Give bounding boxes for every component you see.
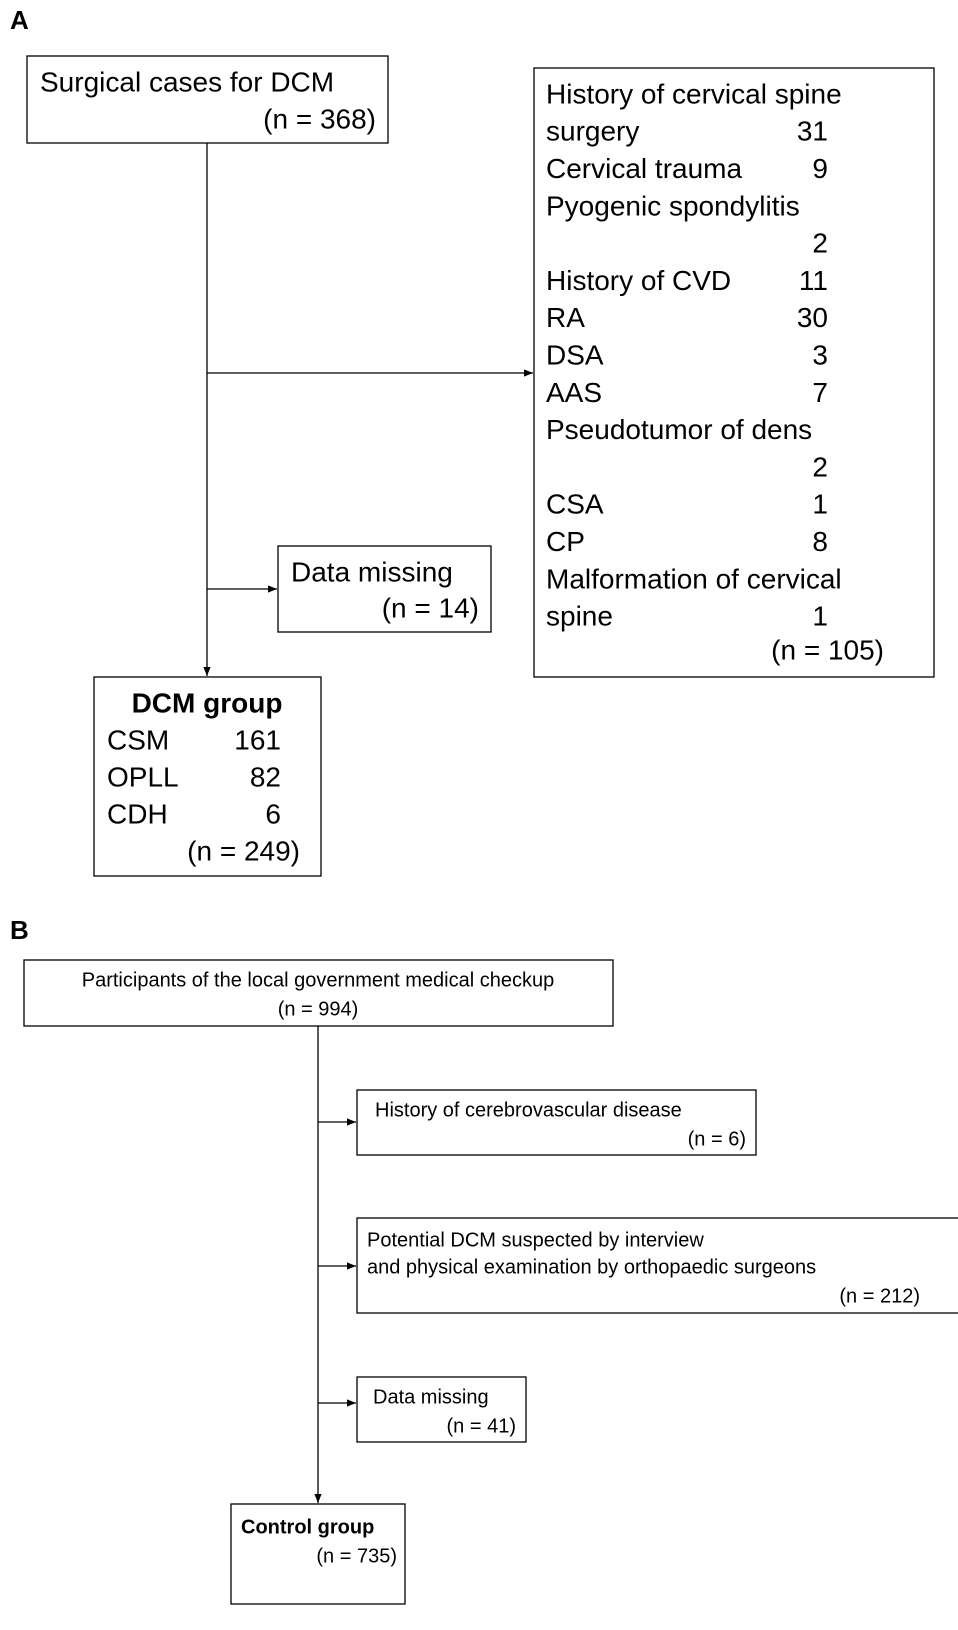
box <box>356 1376 527 1443</box>
box-count: (n = 105) <box>771 634 884 665</box>
exclusion-count: 1 <box>812 489 828 520</box>
exclusion-count: 9 <box>812 153 828 184</box>
exclusion-count: 2 <box>812 451 828 482</box>
box-count: (n = 249) <box>187 835 300 866</box>
exclusion-count: 1 <box>812 601 828 632</box>
box-title: Participants of the local government med… <box>82 969 554 991</box>
row-name: CSM <box>107 724 169 755</box>
box-line: and physical examination by orthopaedic … <box>367 1256 816 1278</box>
box <box>93 676 322 877</box>
box-count: (n = 41) <box>447 1415 516 1437</box>
group-rows: CSM 161 OPLL 82 CDH 6 <box>107 724 281 829</box>
exclusion-name: surgery <box>546 116 639 147</box>
box <box>356 1089 757 1156</box>
exclusion-name: spine <box>546 601 613 632</box>
exclusion-name: History of CVD <box>546 265 731 296</box>
box-line: Potential DCM suspected by interview <box>367 1229 704 1251</box>
row-name: CDH <box>107 798 168 829</box>
box-count: (n = 735) <box>316 1545 397 1567</box>
box <box>230 1503 406 1605</box>
exclusion-name: History of cervical spine <box>546 78 842 109</box>
box-title: DCM group <box>132 687 283 718</box>
exclusion-count: 7 <box>812 377 828 408</box>
box-count: (n = 14) <box>382 592 479 623</box>
exclusion-name: DSA <box>546 339 604 370</box>
box-count: (n = 994) <box>278 998 359 1020</box>
panel-label: B <box>10 915 29 945</box>
panel-label: A <box>10 5 29 35</box>
box-title: Control group <box>241 1516 374 1538</box>
box-count: (n = 368) <box>263 103 376 134</box>
exclusion-name: Malformation of cervical <box>546 563 842 594</box>
box-count: (n = 6) <box>688 1128 746 1150</box>
row-name: OPLL <box>107 761 179 792</box>
exclusion-name: Pyogenic spondylitis <box>546 190 800 221</box>
row-count: 161 <box>234 724 281 755</box>
exclusion-count: 30 <box>797 302 828 333</box>
row-count: 6 <box>265 798 281 829</box>
row-count: 82 <box>250 761 281 792</box>
box <box>277 545 492 633</box>
box-count: (n = 212) <box>839 1285 920 1307</box>
exclusion-name: Cervical trauma <box>546 153 742 184</box>
exclusion-count: 3 <box>812 339 828 370</box>
exclusion-count: 2 <box>812 228 828 259</box>
exclusion-count: 11 <box>799 265 828 296</box>
box <box>23 959 614 1027</box>
box <box>356 1217 958 1314</box>
box-title: Data missing <box>291 556 453 587</box>
exclusion-count: 31 <box>797 116 828 147</box>
exclusion-name: CSA <box>546 489 604 520</box>
box-title: Data missing <box>373 1386 489 1408</box>
box-title: History of cerebrovascular disease <box>375 1099 682 1121</box>
exclusion-name: AAS <box>546 377 602 408</box>
exclusion-name: Pseudotumor of dens <box>546 414 812 445</box>
box <box>26 55 389 144</box>
box-title: Surgical cases for DCM <box>40 66 334 97</box>
exclusion-count: 8 <box>812 526 828 557</box>
exclusion-name: RA <box>546 302 585 333</box>
box <box>533 67 935 678</box>
exclusion-name: CP <box>546 526 585 557</box>
